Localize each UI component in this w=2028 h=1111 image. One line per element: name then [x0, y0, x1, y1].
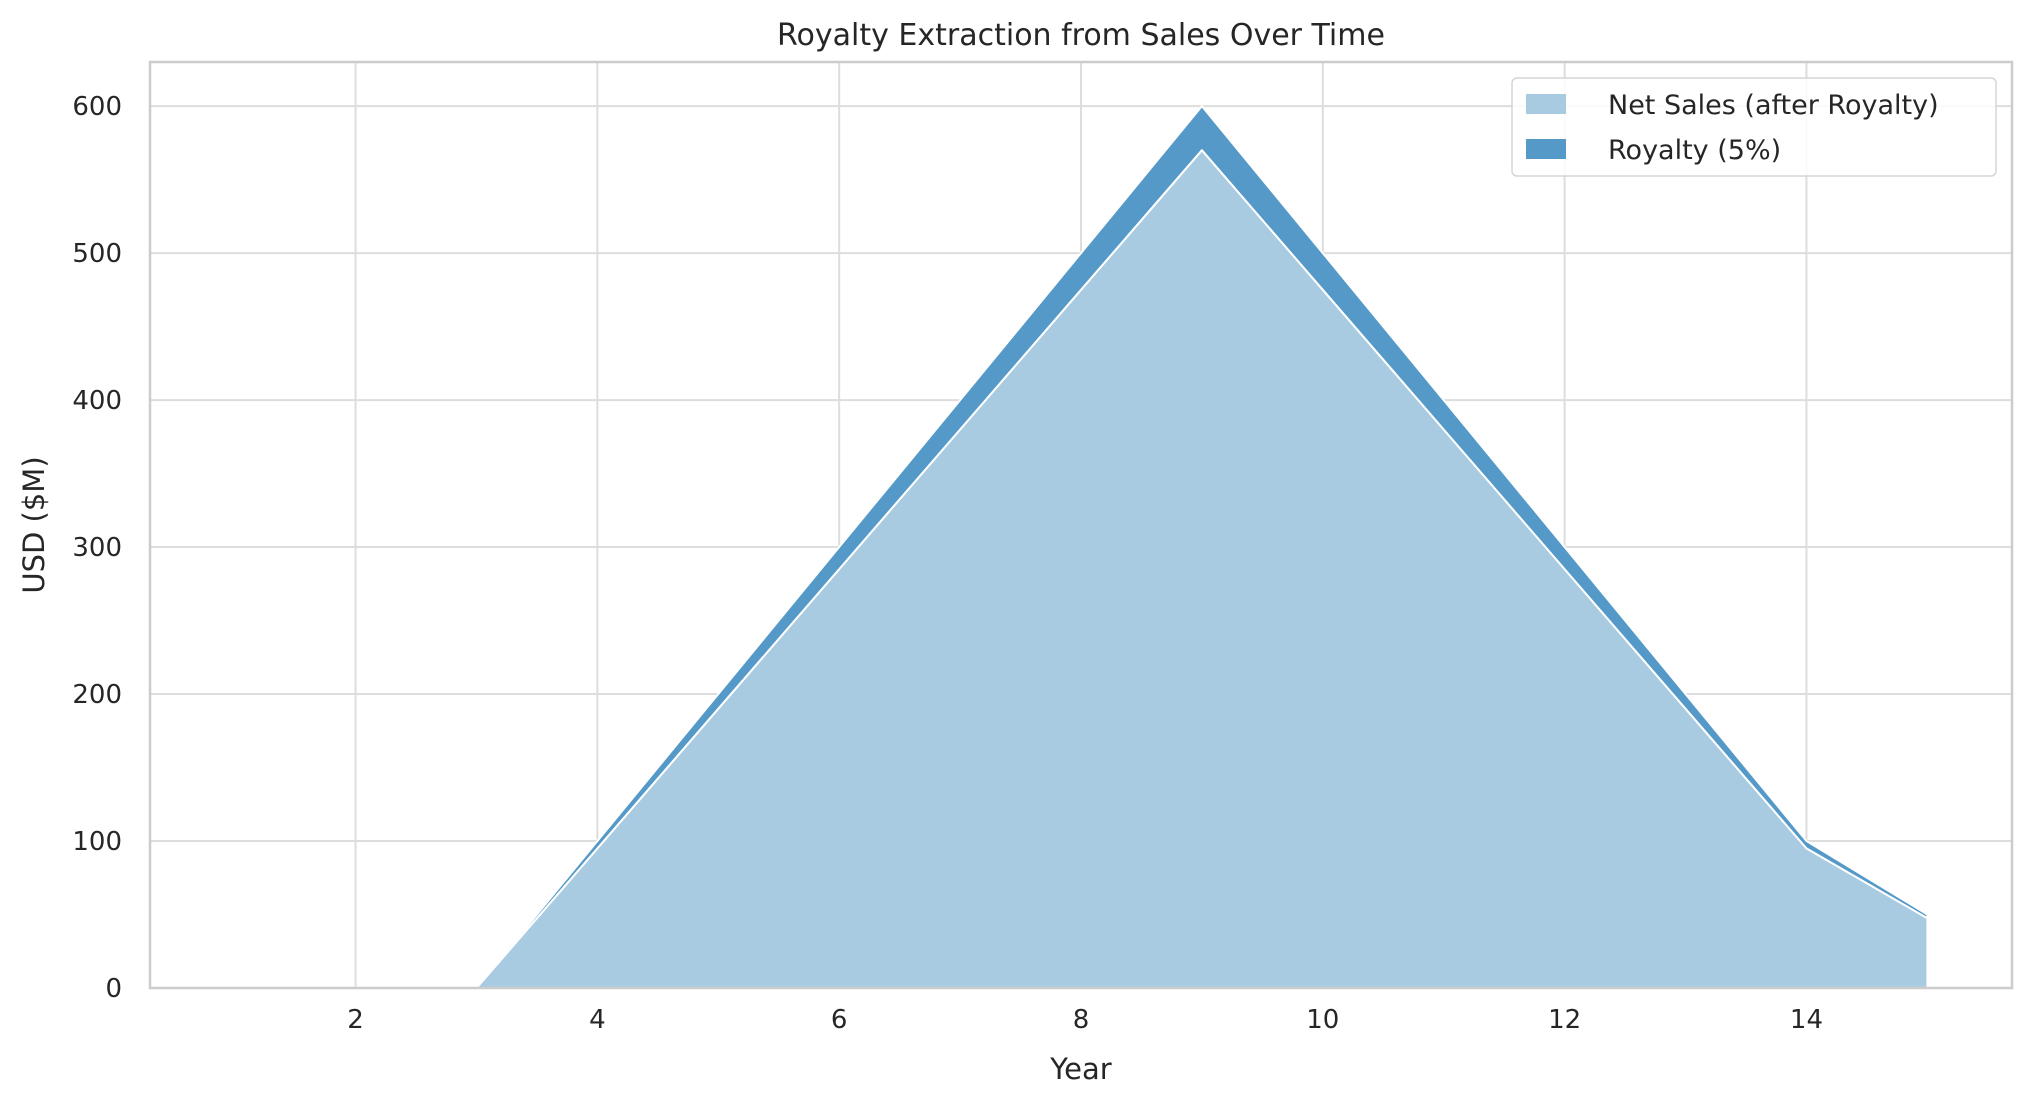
x-tick-label: 6 — [831, 1005, 848, 1035]
legend-swatch-royalty — [1526, 139, 1566, 159]
y-tick-label: 500 — [72, 239, 122, 269]
x-tick-label: 2 — [347, 1005, 364, 1035]
y-tick-label: 400 — [72, 386, 122, 416]
legend: Net Sales (after Royalty) Royalty (5%) — [1511, 77, 1997, 177]
y-tick-label: 300 — [72, 533, 122, 563]
x-tick-label: 14 — [1790, 1005, 1823, 1035]
y-axis-label: USD ($M) — [17, 456, 51, 593]
x-tick-label: 8 — [1073, 1005, 1090, 1035]
x-tick-label: 4 — [589, 1005, 606, 1035]
chart-title: Royalty Extraction from Sales Over Time — [777, 18, 1385, 53]
area-royalty — [233, 105, 1929, 989]
y-tick-label: 600 — [72, 92, 122, 122]
x-axis-label: Year — [1049, 1052, 1111, 1086]
x-tick-label: 10 — [1306, 1005, 1339, 1035]
x-tick-label: 12 — [1548, 1005, 1581, 1035]
legend-label-royalty: Royalty (5%) — [1608, 135, 1781, 166]
y-tick-label: 0 — [105, 974, 122, 1004]
legend-box — [1511, 77, 1997, 177]
y-tick-label: 100 — [72, 827, 122, 857]
legend-label-net-sales: Net Sales (after Royalty) — [1608, 90, 1939, 121]
legend-swatch-net-sales — [1526, 94, 1566, 114]
plot-frame — [148, 60, 2014, 990]
y-tick-label: 200 — [72, 680, 122, 710]
tick-labels: 2 4 6 8 10 12 14 0 100 200 300 400 500 600 — [72, 92, 1823, 1035]
